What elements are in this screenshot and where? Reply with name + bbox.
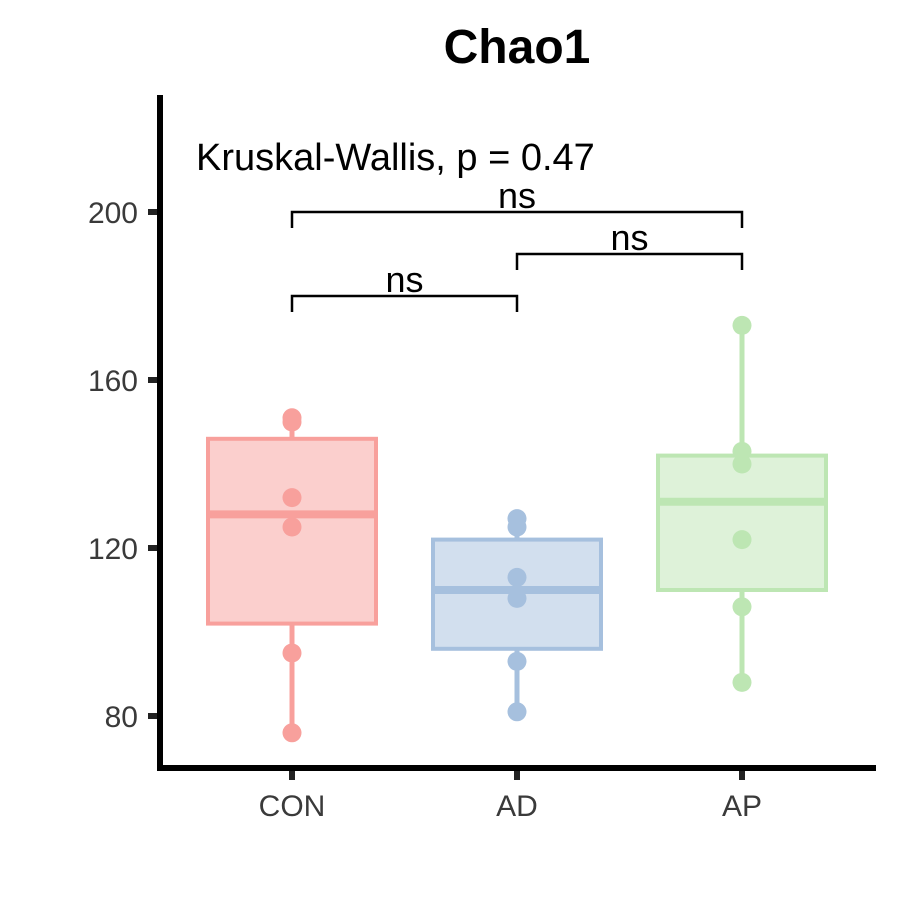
- point-ap: [732, 530, 752, 550]
- chart-title: Chao1: [444, 21, 591, 74]
- test-annotation: Kruskal-Wallis, p = 0.47: [196, 137, 595, 179]
- point-ap: [732, 315, 752, 335]
- point-con: [282, 643, 302, 663]
- box-ap: [656, 453, 828, 592]
- point-ad: [507, 651, 527, 671]
- x-tick-label-ap: AP: [722, 790, 762, 823]
- y-tick-label: 120: [88, 533, 138, 566]
- point-con: [282, 517, 302, 537]
- x-tick-label-ad: AD: [496, 790, 538, 823]
- point-ad: [507, 517, 527, 537]
- point-ad: [507, 702, 527, 722]
- x-tick-label-con: CON: [259, 790, 326, 823]
- point-ap: [732, 672, 752, 692]
- point-ad: [507, 567, 527, 587]
- significance-bracket: [515, 252, 744, 270]
- significance-label: ns: [498, 175, 536, 216]
- point-con: [282, 723, 302, 743]
- point-con: [282, 488, 302, 508]
- significance-label: ns: [385, 259, 423, 300]
- y-tick-label: 160: [88, 365, 138, 398]
- point-ad: [507, 588, 527, 608]
- significance-bracket: [290, 210, 744, 228]
- point-ap: [732, 597, 752, 617]
- significance-bracket: [290, 294, 519, 312]
- point-con: [282, 412, 302, 432]
- box-con: [206, 436, 378, 626]
- y-tick-label: 80: [105, 701, 138, 734]
- y-tick-label: 200: [88, 197, 138, 230]
- point-ap: [732, 454, 752, 474]
- significance-label: ns: [610, 217, 648, 258]
